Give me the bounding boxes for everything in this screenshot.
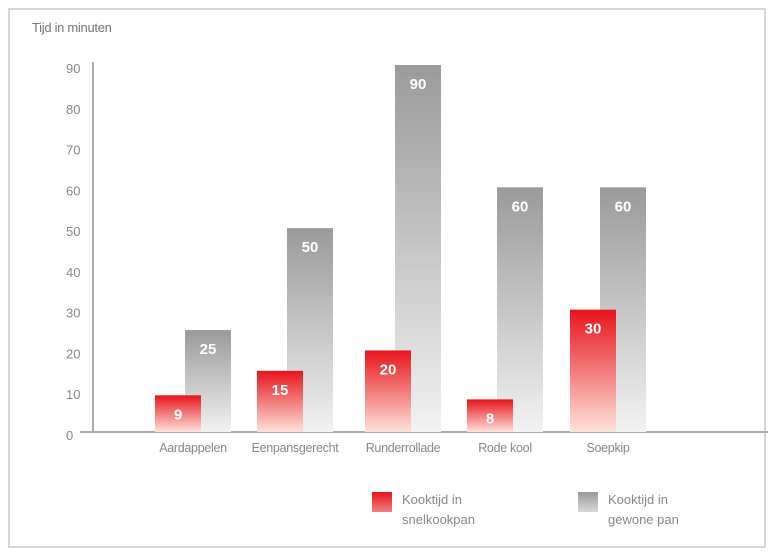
y-tick-label: 50: [66, 224, 80, 239]
data-label: 8: [486, 410, 494, 427]
data-label: 30: [585, 321, 602, 338]
y-tick-label: 0: [66, 428, 73, 443]
bar-gewone-pan: [497, 187, 543, 432]
bar-snelkookpan: [257, 370, 303, 432]
bar-snelkookpan: [155, 395, 201, 432]
data-label: 50: [302, 239, 319, 256]
y-tick-label: 40: [66, 265, 80, 280]
data-label: 9: [174, 406, 182, 423]
y-tick-label: 30: [66, 306, 80, 321]
legend-item-snelkookpan: Kooktijd in snelkookpan: [372, 490, 532, 530]
y-tick-label: 90: [66, 61, 80, 76]
x-tick-label: Soepkip: [586, 441, 629, 455]
y-tick-label: 60: [66, 183, 80, 198]
x-tick-label: Aardappelen: [159, 441, 227, 455]
bar-snelkookpan: [570, 309, 616, 432]
y-tick-label: 10: [66, 387, 80, 402]
bar-snelkookpan: [467, 399, 513, 432]
y-tick-label: 80: [66, 102, 80, 117]
data-label: 60: [512, 198, 529, 215]
x-tick-label: Eenpansgerecht: [252, 441, 340, 455]
data-label: 20: [380, 361, 397, 378]
legend-swatch-gray: [578, 492, 598, 512]
data-label: 15: [272, 382, 289, 399]
x-tick-label: Runderrollade: [366, 441, 441, 455]
x-tick-label: Rode kool: [478, 441, 532, 455]
y-tick-label: 70: [66, 143, 80, 158]
legend-swatch-red: [372, 492, 392, 512]
legend-label: Kooktijd in snelkookpan: [402, 492, 475, 527]
chart-frame: [8, 8, 766, 548]
y-axis-title: Tijd in minuten: [32, 20, 112, 35]
bar-snelkookpan: [365, 350, 411, 432]
data-label: 60: [615, 198, 632, 215]
legend-item-gewone-pan: Kooktijd in gewone pan: [578, 490, 708, 530]
legend-label: Kooktijd in gewone pan: [608, 492, 679, 527]
y-tick-label: 20: [66, 346, 80, 361]
data-label: 25: [200, 341, 217, 358]
data-label: 90: [410, 76, 427, 93]
